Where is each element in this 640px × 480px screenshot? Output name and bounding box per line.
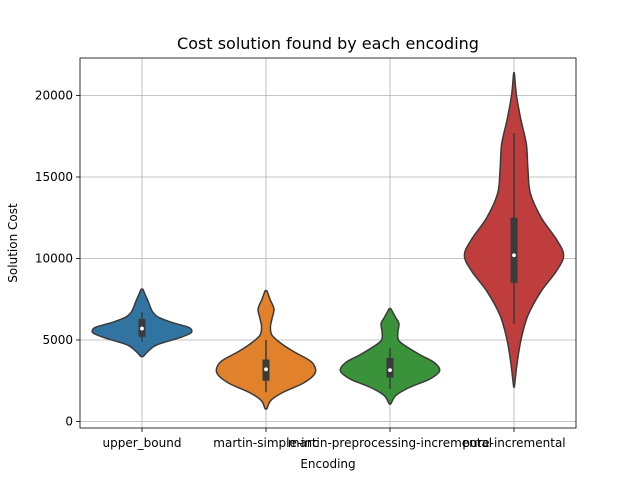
plot-frame <box>79 57 577 429</box>
median-point-upper_bound <box>140 326 144 331</box>
iqr-box-martin-preprocessing-incremental <box>386 357 394 378</box>
violins <box>91 71 565 410</box>
y-tick-label: 10000 <box>35 251 73 265</box>
y-tick-label: 0 <box>65 414 73 428</box>
x-tick-label: martin-preprocessing-incremental <box>288 436 492 450</box>
y-tick-label: 5000 <box>42 333 73 347</box>
chart-title: Cost solution found by each encoding <box>177 34 479 53</box>
x-tick-label: pure-incremental <box>462 436 565 450</box>
median-point-pure-incremental <box>512 253 516 258</box>
x-tick-label: upper_bound <box>103 436 182 450</box>
y-axis-label: Solution Cost <box>6 203 20 283</box>
axis-ticks: 0 5000 10000 15000 20000 upper_bound martin-si… <box>35 88 566 450</box>
y-tick-label: 15000 <box>35 170 73 184</box>
median-point-martin-simple-inc <box>264 367 268 372</box>
median-point-martin-preprocessing-incremental <box>388 368 392 373</box>
iqr-box-pure-incremental <box>510 217 518 283</box>
x-tick-label: martin-simple-inc <box>213 436 318 450</box>
y-tick-label: 20000 <box>35 88 73 102</box>
x-axis-label: Encoding <box>300 457 355 471</box>
